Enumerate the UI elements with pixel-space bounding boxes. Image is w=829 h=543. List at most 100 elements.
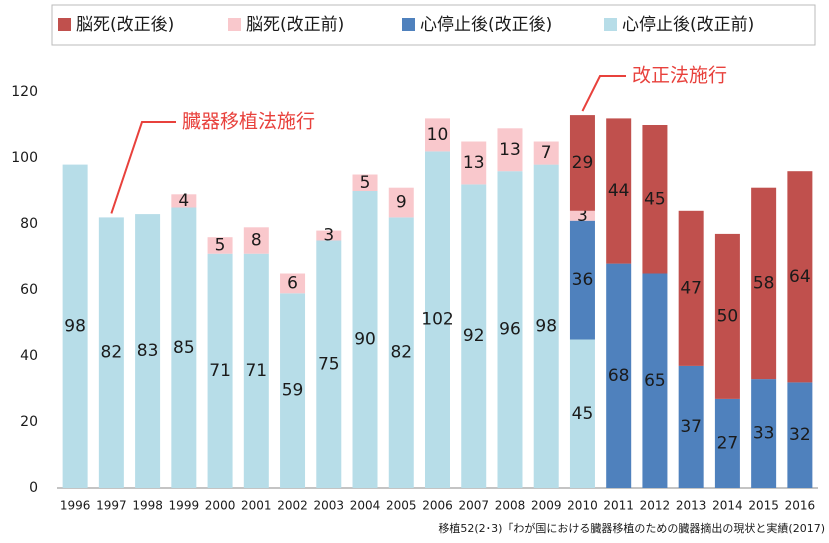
legend-box: [51, 4, 816, 46]
data-label: 47: [680, 278, 702, 298]
x-tick-label: 2012: [640, 499, 671, 513]
x-tick-label: 2004: [350, 499, 381, 513]
x-tick-label: 2015: [748, 499, 779, 513]
bar-segment: [243, 227, 269, 254]
bar-segment: [171, 194, 197, 208]
legend-label: 心停止後(改正後): [420, 15, 552, 35]
data-label: 90: [354, 330, 376, 350]
data-label: 29: [572, 153, 594, 173]
data-label: 98: [64, 316, 86, 336]
data-label: 36: [572, 270, 594, 290]
bar-segment: [642, 273, 668, 488]
data-label: 13: [463, 153, 485, 173]
annotation: 臓器移植法施行: [182, 111, 315, 133]
bar-segment: [316, 230, 342, 241]
x-tick-label: 2011: [603, 499, 634, 513]
bar-segment: [316, 240, 342, 488]
data-label: 71: [245, 361, 267, 381]
x-tick-label: 2014: [712, 499, 743, 513]
bar-segment: [569, 220, 595, 340]
data-label: 13: [499, 140, 521, 160]
bar-segment: [569, 339, 595, 488]
y-tick-label: 60: [20, 282, 38, 298]
data-label: 37: [680, 417, 702, 437]
bar-segment: [751, 187, 777, 380]
data-label: 33: [753, 424, 775, 444]
bar-segment: [207, 237, 233, 254]
bar-segment: [425, 151, 450, 488]
bar-segment: [388, 217, 414, 488]
x-tick-label: 1998: [132, 499, 163, 513]
data-label: 92: [463, 326, 485, 346]
x-tick-label: 2001: [241, 499, 272, 513]
data-label: 3: [323, 226, 334, 246]
data-label: 9: [396, 193, 407, 213]
bar-segment: [787, 382, 813, 488]
data-label: 102: [421, 310, 453, 330]
data-label: 3: [577, 206, 588, 226]
x-tick-label: 1996: [60, 499, 91, 513]
bar-segment: [714, 233, 740, 399]
x-tick-label: 1997: [96, 499, 127, 513]
data-label: 68: [608, 366, 630, 386]
bar-segment: [569, 115, 595, 211]
bar-segment: [497, 128, 523, 172]
bar-segment: [388, 187, 414, 218]
annotation-line: [110, 121, 176, 214]
data-label: 8: [251, 231, 262, 251]
x-tick-label: 2003: [314, 499, 345, 513]
x-tick-label: 2009: [531, 499, 562, 513]
bar-segment: [714, 398, 740, 488]
y-tick-label: 20: [20, 414, 38, 430]
data-label: 82: [101, 343, 123, 363]
bar-segment: [461, 141, 487, 185]
bar-segment: [787, 171, 813, 383]
bar-segment: [606, 118, 632, 264]
x-tick-label: 2006: [422, 499, 453, 513]
data-label: 65: [644, 371, 666, 391]
x-tick-label: 2016: [785, 499, 816, 513]
bar-segment: [533, 164, 559, 488]
x-tick-label: 2005: [386, 499, 417, 513]
legend-marker: [604, 18, 617, 31]
data-label: 5: [215, 235, 226, 255]
data-label: 82: [390, 343, 412, 363]
data-label: 6: [287, 273, 298, 293]
x-tick-label: 2008: [495, 499, 526, 513]
y-tick-label: 80: [20, 216, 38, 232]
bar-segment: [497, 171, 523, 488]
bar-segment: [751, 379, 777, 488]
bar-segment: [678, 365, 704, 488]
annotation-line: [581, 75, 626, 112]
source: 移植52(2･3)「わが国における臓器移植のための臓器摘出の現状と実績(2017…: [438, 521, 825, 535]
data-label: 44: [608, 181, 630, 201]
bar-segment: [62, 164, 88, 488]
y-tick-label: 40: [20, 348, 38, 364]
bar-segment: [352, 191, 378, 488]
annotation: 改正法施行: [632, 65, 727, 87]
legend-label: 心停止後(改正前): [622, 15, 754, 35]
legend-label: 脳死(改正前): [246, 15, 344, 35]
data-label: 83: [137, 341, 159, 361]
data-label: 50: [717, 306, 739, 326]
data-label: 4: [178, 191, 189, 211]
bar-segment: [606, 263, 632, 488]
data-label: 7: [541, 143, 552, 163]
data-label: 32: [789, 425, 811, 445]
y-tick-label: 0: [29, 480, 38, 496]
data-label: 96: [499, 320, 521, 340]
x-tick-label: 2013: [676, 499, 707, 513]
data-label: 45: [572, 404, 594, 424]
legend-marker: [228, 18, 241, 31]
bar-segment: [461, 184, 487, 488]
x-tick-label: 2010: [567, 499, 598, 513]
bar-segment: [678, 210, 704, 366]
x-tick-label: 1999: [169, 499, 200, 513]
data-label: 71: [209, 361, 231, 381]
bar-segment: [569, 210, 595, 221]
data-label: 5: [360, 173, 371, 193]
bar-segment: [135, 214, 161, 488]
bar-segment: [533, 141, 559, 165]
bar-segment: [642, 125, 668, 274]
